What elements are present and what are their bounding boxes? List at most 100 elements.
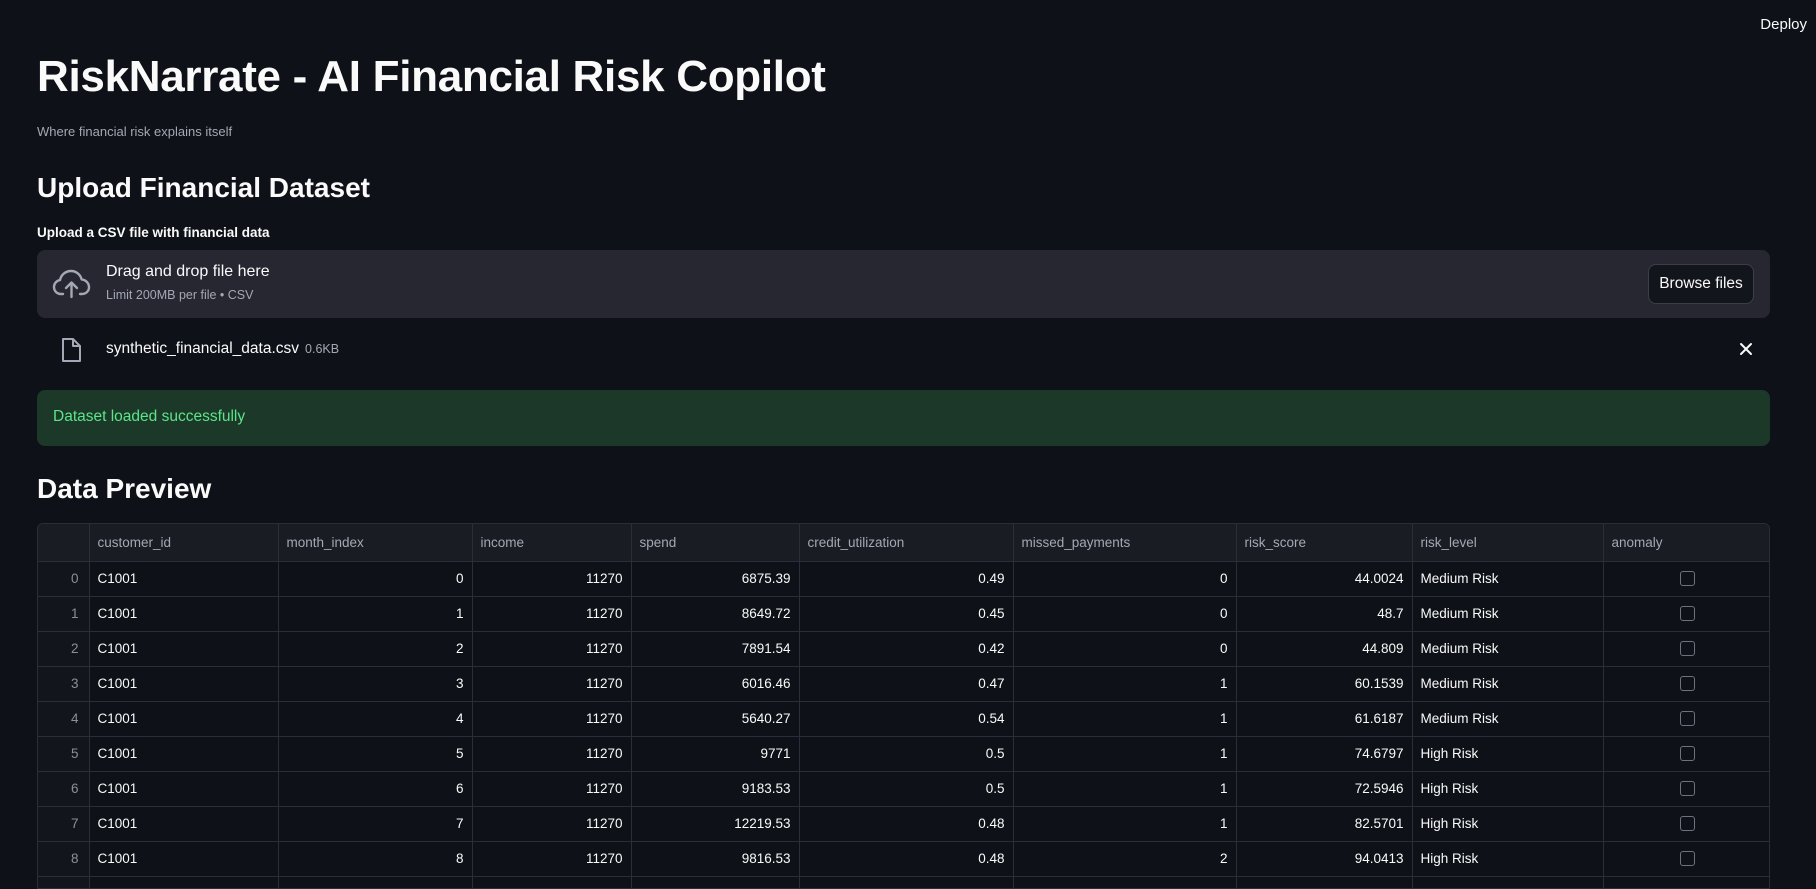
table-row[interactable]: 7 C1001 7 11270 12219.53 0.48 1 82.5701 High Ris…	[38, 806, 1769, 842]
checkbox-unchecked-icon[interactable]	[1679, 641, 1695, 657]
cell-risk-score[interactable]: 72.5946	[1236, 771, 1413, 807]
cell-risk-score[interactable]: 82.5701	[1236, 806, 1413, 842]
browse-files-button[interactable]: Browse files	[1648, 264, 1754, 304]
file-dropzone[interactable]: Drag and drop file here Limit 200MB per …	[37, 250, 1770, 318]
cell-credit-utilization[interactable]: 0.45	[799, 596, 1014, 632]
cell-credit-utilization[interactable]: 0.49	[799, 561, 1014, 597]
cell-spend[interactable]: 6016.46	[631, 666, 800, 702]
cell-income[interactable]: 11270	[472, 701, 632, 737]
cell-anomaly[interactable]	[1603, 736, 1769, 772]
cell-month-index[interactable]: 7	[278, 806, 473, 842]
cell-risk-level[interactable]: Medium Risk	[1412, 561, 1604, 597]
cell-missed-payments[interactable]: 1	[1013, 771, 1237, 807]
cell-income[interactable]: 11270	[472, 596, 632, 632]
cell-customer-id[interactable]: C1001	[89, 596, 279, 632]
cell-month-index[interactable]: 3	[278, 666, 473, 702]
column-header[interactable]: risk_score	[1236, 524, 1413, 562]
cell-income[interactable]: 11270	[472, 771, 632, 807]
cell-credit-utilization[interactable]: 0.5	[799, 771, 1014, 807]
checkbox-unchecked-icon[interactable]	[1679, 746, 1695, 762]
cell-risk-level[interactable]: High Risk	[1412, 841, 1604, 877]
cell-income[interactable]: 11270	[472, 806, 632, 842]
cell-month-index[interactable]: 0	[278, 561, 473, 597]
cell-anomaly[interactable]	[1603, 666, 1769, 702]
cell-spend[interactable]: 9816.53	[631, 841, 800, 877]
cell-month-index[interactable]: 4	[278, 701, 473, 737]
cell-month-index[interactable]: 6	[278, 771, 473, 807]
cell-risk-level[interactable]: Medium Risk	[1412, 596, 1604, 632]
cell-spend[interactable]: 8649.72	[631, 596, 800, 632]
checkbox-unchecked-icon[interactable]	[1679, 816, 1695, 832]
cell-credit-utilization[interactable]: 0.42	[799, 631, 1014, 667]
cell-risk-level[interactable]: Medium Risk	[1412, 666, 1604, 702]
cell-missed-payments[interactable]: 2	[1013, 841, 1237, 877]
cell-missed-payments[interactable]: 1	[1013, 736, 1237, 772]
column-header[interactable]: missed_payments	[1013, 524, 1237, 562]
cell-customer-id[interactable]: C1001	[89, 701, 279, 737]
column-header[interactable]: income	[472, 524, 632, 562]
checkbox-unchecked-icon[interactable]	[1679, 571, 1695, 587]
column-header[interactable]: customer_id	[89, 524, 279, 562]
cell-missed-payments[interactable]: 1	[1013, 806, 1237, 842]
table-row[interactable]: 4 C1001 4 11270 5640.27 0.54 1 61.6187 Medium Ri…	[38, 701, 1769, 737]
cell-risk-score[interactable]: 94.0413	[1236, 841, 1413, 877]
table-row[interactable]: 2 C1001 2 11270 7891.54 0.42 0 44.809 Medium Ris…	[38, 631, 1769, 667]
cell-month-index[interactable]: 1	[278, 596, 473, 632]
cell-month-index[interactable]: 8	[278, 841, 473, 877]
cell-spend[interactable]: 7891.54	[631, 631, 800, 667]
cell-spend[interactable]: 5640.27	[631, 701, 800, 737]
cell-credit-utilization[interactable]: 0.54	[799, 701, 1014, 737]
cell-anomaly[interactable]	[1603, 701, 1769, 737]
cell-credit-utilization[interactable]: 0.5	[799, 736, 1014, 772]
cell-month-index[interactable]: 5	[278, 736, 473, 772]
cell-anomaly[interactable]	[1603, 806, 1769, 842]
cell-credit-utilization[interactable]: 0.48	[799, 841, 1014, 877]
checkbox-unchecked-icon[interactable]	[1679, 606, 1695, 622]
remove-file-button[interactable]	[1734, 337, 1758, 361]
cell-risk-score[interactable]: 44.809	[1236, 631, 1413, 667]
cell-risk-score[interactable]: 74.6797	[1236, 736, 1413, 772]
cell-customer-id[interactable]: C1001	[89, 561, 279, 597]
cell-customer-id[interactable]: C1001	[89, 806, 279, 842]
cell-month-index[interactable]: 2	[278, 631, 473, 667]
cell-income[interactable]: 11270	[472, 631, 632, 667]
cell-risk-level[interactable]: High Risk	[1412, 736, 1604, 772]
cell-income[interactable]: 11270	[472, 736, 632, 772]
checkbox-unchecked-icon[interactable]	[1679, 781, 1695, 797]
checkbox-unchecked-icon[interactable]	[1679, 676, 1695, 692]
cell-anomaly[interactable]	[1603, 561, 1769, 597]
cell-income[interactable]: 11270	[472, 841, 632, 877]
column-header[interactable]: spend	[631, 524, 800, 562]
cell-risk-level[interactable]: Medium Risk	[1412, 701, 1604, 737]
cell-anomaly[interactable]	[1603, 596, 1769, 632]
cell-missed-payments[interactable]: 0	[1013, 596, 1237, 632]
cell-customer-id[interactable]: C1001	[89, 736, 279, 772]
cell-anomaly[interactable]	[1603, 841, 1769, 877]
column-header[interactable]: month_index	[278, 524, 473, 562]
table-row[interactable]: 0 C1001 0 11270 6875.39 0.49 0 44.0024 Medium Ri…	[38, 561, 1769, 597]
cell-missed-payments[interactable]: 0	[1013, 561, 1237, 597]
checkbox-unchecked-icon[interactable]	[1679, 711, 1695, 727]
cell-anomaly[interactable]	[1603, 631, 1769, 667]
cell-credit-utilization[interactable]: 0.47	[799, 666, 1014, 702]
cell-customer-id[interactable]: C1001	[89, 771, 279, 807]
cell-risk-level[interactable]: High Risk	[1412, 771, 1604, 807]
table-row[interactable]: 5 C1001 5 11270 9771 0.5 1 74.6797 High Risk	[38, 736, 1769, 772]
cell-missed-payments[interactable]: 0	[1013, 631, 1237, 667]
cell-spend[interactable]: 9771	[631, 736, 800, 772]
table-row[interactable]	[38, 876, 1769, 888]
cell-missed-payments[interactable]: 1	[1013, 701, 1237, 737]
cell-income[interactable]: 11270	[472, 561, 632, 597]
table-row[interactable]: 6 C1001 6 11270 9183.53 0.5 1 72.5946 High Risk	[38, 771, 1769, 807]
cell-customer-id[interactable]: C1001	[89, 631, 279, 667]
column-header[interactable]: risk_level	[1412, 524, 1604, 562]
column-header[interactable]: anomaly	[1603, 524, 1769, 562]
cell-anomaly[interactable]	[1603, 771, 1769, 807]
cell-spend[interactable]: 6875.39	[631, 561, 800, 597]
deploy-button[interactable]: Deploy	[1760, 16, 1807, 33]
cell-credit-utilization[interactable]: 0.48	[799, 806, 1014, 842]
cell-risk-level[interactable]: High Risk	[1412, 806, 1604, 842]
table-row[interactable]: 8 C1001 8 11270 9816.53 0.48 2 94.0413 High Risk	[38, 841, 1769, 877]
cell-risk-score[interactable]: 61.6187	[1236, 701, 1413, 737]
cell-spend[interactable]: 12219.53	[631, 806, 800, 842]
